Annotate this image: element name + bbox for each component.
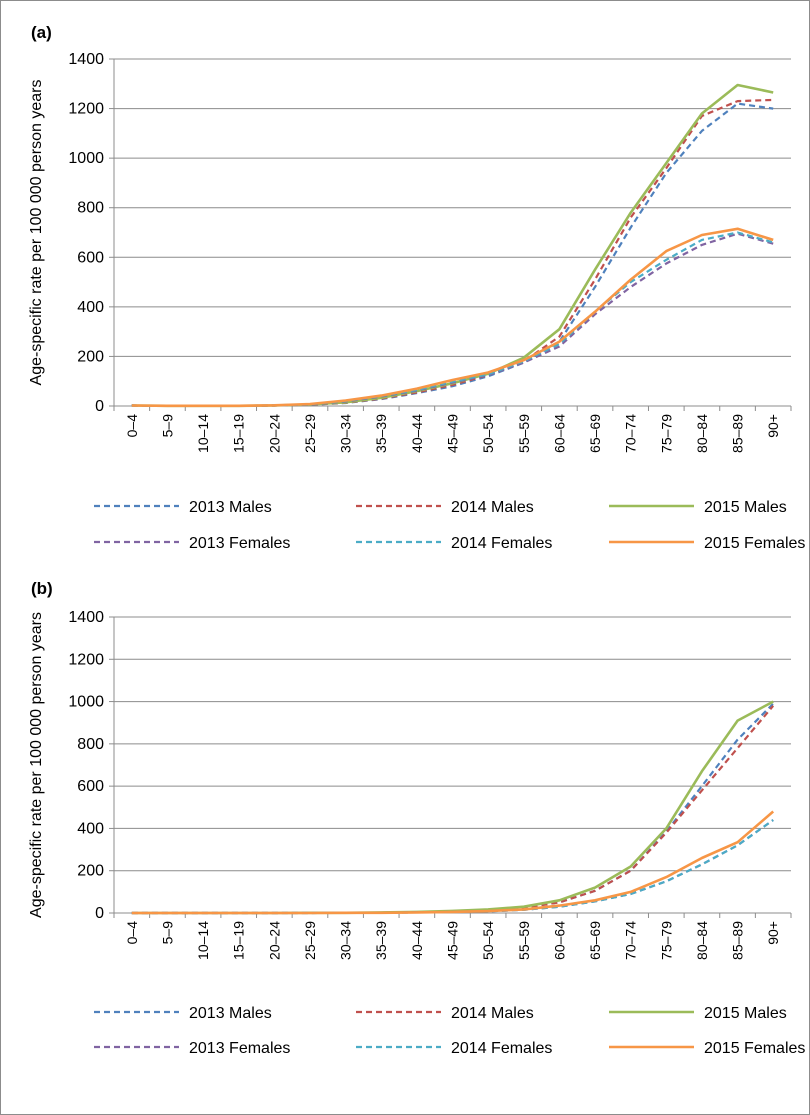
y-axis-label: Age-specific rate per 100 000 person yea…: [28, 80, 45, 386]
series-line-2013-females: [131, 819, 774, 915]
legend-label: 2015 Females: [704, 1040, 805, 1057]
x-tick-label: 15–19: [231, 414, 247, 453]
series-line-2015-females: [131, 227, 774, 408]
legend-label: 2015 Males: [704, 499, 787, 516]
y-axis-label: Age-specific rate per 100 000 person yea…: [28, 612, 45, 918]
x-tick-label: 70–74: [623, 414, 639, 453]
x-tick-label: 10–14: [195, 921, 211, 960]
x-tick-label: 0–4: [124, 414, 140, 438]
legend-label: 2013 Females: [189, 535, 290, 552]
chart-panel-b: (b) 0 200 400 600 800 1000 1200 1400 0–4 5–9 10–14 1…: [28, 579, 805, 1057]
x-tick-label: 25–29: [302, 921, 318, 960]
x-tick-label: 35–39: [373, 414, 389, 453]
y-tick-label: 1000: [68, 694, 104, 711]
x-tick-label: 80–84: [694, 414, 710, 453]
y-tick-label: 600: [77, 778, 104, 795]
x-tick-label: 75–79: [658, 921, 674, 960]
legend-label: 2013 Males: [189, 1005, 272, 1022]
x-tick-label: 60–64: [551, 414, 567, 453]
y-tick-label: 600: [77, 249, 104, 266]
y-tick-label: 200: [77, 348, 104, 365]
x-tick-label: 65–69: [587, 414, 603, 453]
x-tick-label: 65–69: [587, 921, 603, 960]
y-tick-label: 400: [77, 299, 104, 316]
series-line-2013-males: [131, 102, 774, 407]
x-tick-label: 80–84: [694, 921, 710, 960]
y-tick-label: 0: [95, 905, 104, 922]
x-tick-label: 85–89: [730, 414, 746, 453]
y-tick-label: 1400: [68, 51, 104, 68]
x-tick-label: 0–4: [124, 921, 140, 945]
x-tick-label: 40–44: [409, 921, 425, 960]
x-tick-label: 5–9: [159, 414, 175, 438]
y-tick-label: 400: [77, 820, 104, 837]
x-tick-label: 35–39: [373, 921, 389, 960]
series-line-2014-males: [131, 98, 774, 407]
x-tick-label: 25–29: [302, 414, 318, 453]
x-tick-label: 45–49: [445, 414, 461, 453]
x-tick-label: 70–74: [623, 921, 639, 960]
x-tick-label: 75–79: [658, 414, 674, 453]
y-tick-label: 200: [77, 863, 104, 880]
legend-label: 2015 Males: [704, 1005, 787, 1022]
legend-label: 2014 Females: [451, 535, 552, 552]
series-line-2014-females: [131, 231, 774, 407]
panel-label: (b): [31, 579, 53, 598]
x-tick-label: 10–14: [195, 414, 211, 453]
y-tick-label: 1200: [68, 651, 104, 668]
y-tick-label: 800: [77, 736, 104, 753]
y-tick-label: 1000: [68, 150, 104, 167]
legend-label: 2014 Females: [451, 1040, 552, 1057]
y-tick-label: 0: [95, 398, 104, 415]
chart-panel-a: (a) 0 200 400 600 800 1000 1200 1400 0–4 5–9 10–14 1…: [28, 23, 805, 552]
y-tick-label: 800: [77, 200, 104, 217]
legend-label: 2015 Females: [704, 535, 805, 552]
series-line-2013-males: [131, 702, 774, 915]
series-line-2014-females: [131, 819, 774, 915]
x-tick-label: 60–64: [551, 921, 567, 960]
x-tick-label: 20–24: [266, 414, 282, 453]
x-tick-label: 5–9: [159, 921, 175, 945]
x-tick-label: 45–49: [445, 921, 461, 960]
x-tick-label: 40–44: [409, 414, 425, 453]
x-tick-label: 30–34: [338, 921, 354, 960]
legend-label: 2013 Females: [189, 1040, 290, 1057]
x-tick-label: 50–54: [480, 921, 496, 960]
y-tick-label: 1400: [68, 609, 104, 626]
y-tick-label: 1200: [68, 101, 104, 118]
x-tick-label: 90+: [765, 921, 781, 945]
x-tick-label: 90+: [765, 414, 781, 438]
x-tick-label: 85–89: [730, 921, 746, 960]
legend-label: 2014 Males: [451, 1005, 534, 1022]
legend-label: 2013 Males: [189, 499, 272, 516]
legend-label: 2014 Males: [451, 499, 534, 516]
x-tick-label: 55–59: [516, 921, 532, 960]
x-tick-label: 30–34: [338, 414, 354, 453]
series-line-2015-males: [131, 700, 774, 915]
x-tick-label: 20–24: [266, 921, 282, 960]
x-tick-label: 15–19: [231, 921, 247, 960]
x-tick-label: 50–54: [480, 414, 496, 453]
x-tick-label: 55–59: [516, 414, 532, 453]
panel-label: (a): [31, 23, 52, 42]
series-line-2015-females: [131, 810, 775, 915]
